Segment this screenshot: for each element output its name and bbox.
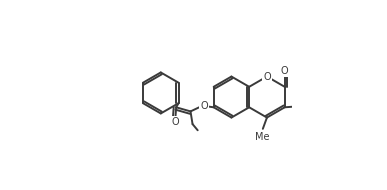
Text: O: O	[263, 72, 271, 82]
Text: O: O	[200, 101, 208, 111]
Text: O: O	[171, 117, 179, 127]
Text: Me: Me	[255, 132, 269, 142]
Text: O: O	[281, 66, 288, 76]
